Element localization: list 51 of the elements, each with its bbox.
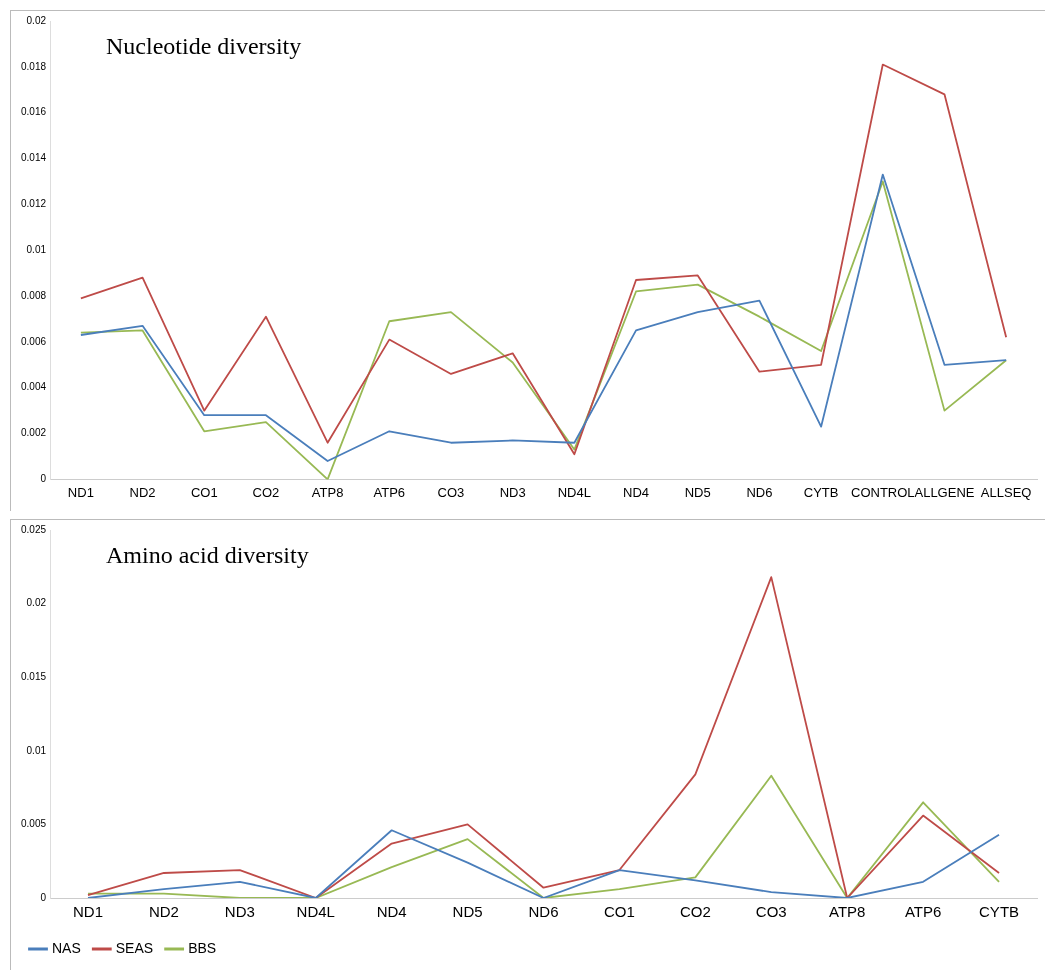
x-tick-label: ALLGENE [914,484,975,500]
y-tick-label: 0.01 [26,243,47,255]
y-tick-label: 0.015 [20,670,47,682]
x-tick-label: ND4 [623,484,650,500]
y-tick-label: 0.008 [20,289,47,301]
x-tick-label: ND2 [148,903,179,921]
y-tick-label: 0.005 [20,818,47,830]
x-tick-label: CYTB [803,484,839,500]
x-tick-label: ND3 [224,903,255,921]
x-tick-label: CONTROL [851,484,915,500]
y-tick-label: 0.016 [20,106,47,118]
x-tick-label: ATP6 [904,903,942,921]
x-tick-label: ND5 [684,484,711,500]
text: Amino acid diversity [106,542,309,569]
y-tick-label: 0.01 [26,744,47,756]
y-tick-label: 0.02 [26,14,47,26]
y-tick-label: 0.004 [20,381,47,393]
x-tick-label: CO3 [755,903,787,921]
y-tick-label: 0.018 [20,60,47,72]
y-tick-label: 0.025 [20,523,47,535]
x-tick-label: ND4L [557,484,591,500]
y-tick-label: 0.006 [20,335,47,347]
y-tick-label: 0 [40,473,47,485]
x-tick-label: ND5 [452,903,483,921]
x-tick-label: CO2 [252,484,280,500]
x-tick-label: CO1 [604,903,635,921]
x-tick-label: ATP8 [311,484,344,500]
y-tick-label: 0 [40,891,47,903]
y-tick-label: 0.02 [26,597,47,609]
x-tick-label: ATP6 [373,484,406,500]
legend-label: NAS [52,939,81,956]
y-tick-label: 0.002 [20,427,47,439]
x-tick-label: CYTB [979,903,1020,921]
x-tick-label: ND3 [499,484,526,500]
legend-label: SEAS [115,939,154,956]
x-tick-label: ND6 [746,484,773,500]
x-tick-label: CO1 [190,484,218,500]
x-tick-label: ND1 [72,903,103,921]
x-tick-label: ND2 [129,484,156,500]
x-tick-label: ND4L [296,903,335,921]
x-tick-label: ALLSEQ [980,484,1032,500]
x-tick-label: ND6 [528,903,559,921]
y-tick-label: 0.012 [20,198,47,210]
x-tick-label: ND4 [376,903,407,921]
text: Nucleotide diversity [106,33,302,60]
x-tick-label: ND1 [67,484,94,500]
x-tick-label: CO2 [679,903,711,921]
legend-label: BBS [188,939,217,956]
y-tick-label: 0.014 [20,152,47,164]
x-tick-label: CO3 [437,484,465,500]
x-tick-label: ATP8 [828,903,866,921]
